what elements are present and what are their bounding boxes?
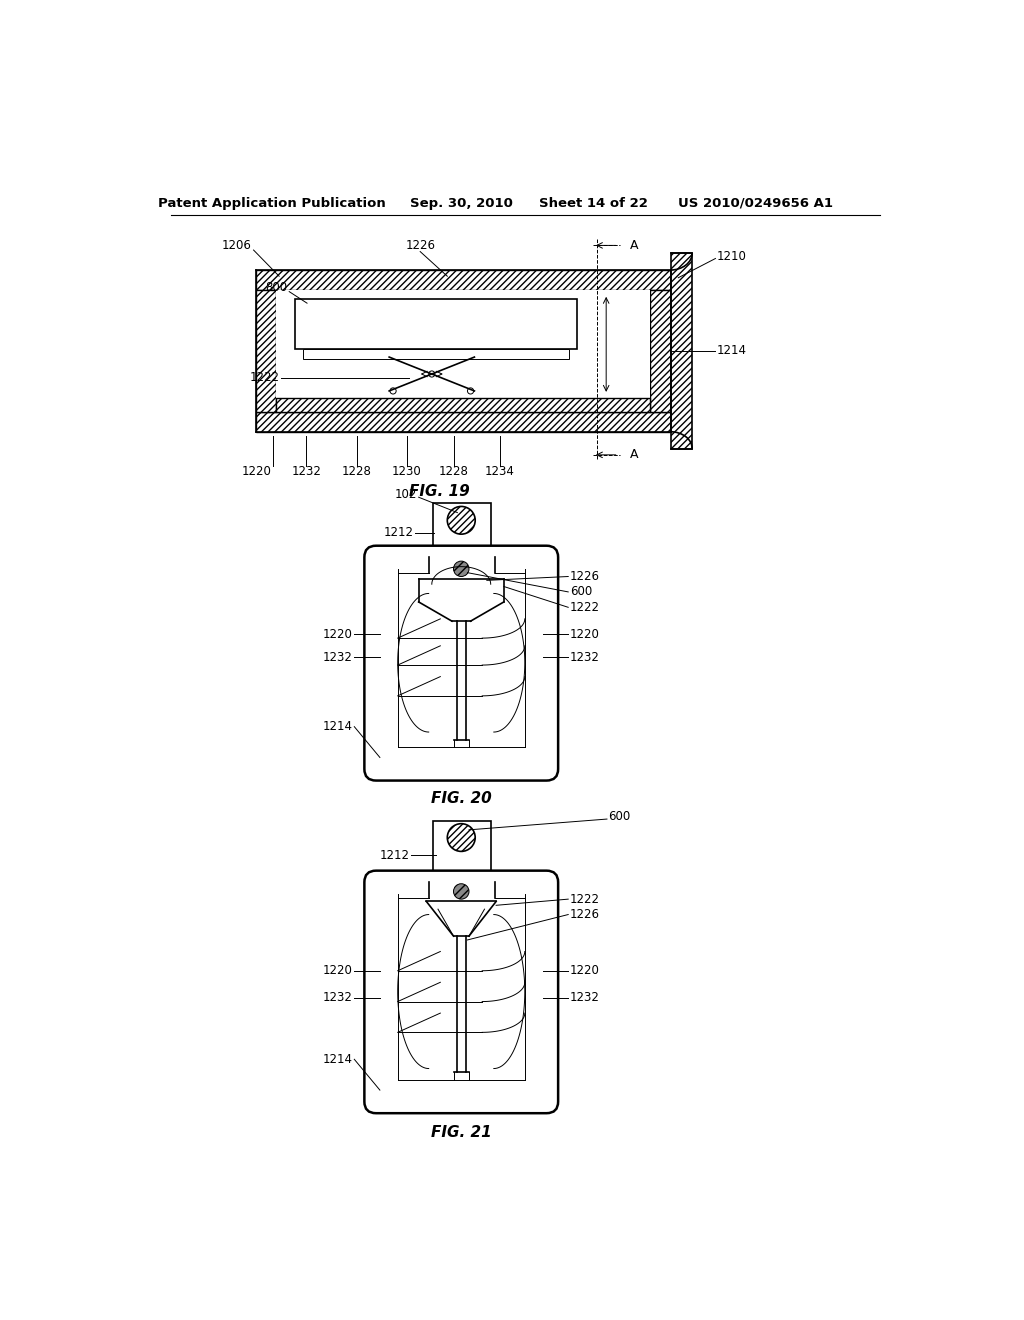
- Circle shape: [467, 388, 474, 395]
- Text: 1228: 1228: [438, 465, 468, 478]
- Bar: [432, 503, 490, 557]
- Text: 1214: 1214: [323, 1053, 352, 1065]
- Bar: [256, 290, 276, 412]
- Text: 1210: 1210: [717, 249, 746, 263]
- FancyBboxPatch shape: [365, 545, 558, 780]
- Bar: [432, 821, 490, 882]
- Text: 1226: 1226: [406, 239, 435, 252]
- Text: Sep. 30, 2010: Sep. 30, 2010: [410, 197, 513, 210]
- Text: 1220: 1220: [569, 964, 600, 977]
- Text: 1230: 1230: [392, 465, 422, 478]
- Text: 600: 600: [569, 585, 592, 598]
- Text: 1222: 1222: [569, 892, 600, 906]
- Text: 1232: 1232: [569, 651, 600, 664]
- Text: 1220: 1220: [323, 628, 352, 640]
- Text: 1232: 1232: [569, 991, 600, 1005]
- Bar: [376, 894, 397, 1090]
- Text: 1222: 1222: [569, 601, 600, 614]
- Text: 1206: 1206: [222, 239, 252, 252]
- Bar: [256, 412, 671, 432]
- Circle shape: [447, 824, 475, 851]
- Text: 1220: 1220: [569, 628, 600, 640]
- Text: 1228: 1228: [342, 465, 372, 478]
- Text: 1232: 1232: [323, 991, 352, 1005]
- Text: US 2010/0249656 A1: US 2010/0249656 A1: [678, 197, 834, 210]
- Text: 1222: 1222: [250, 371, 280, 384]
- Text: 600: 600: [608, 810, 631, 824]
- Text: 800: 800: [265, 281, 288, 294]
- Text: FIG. 19: FIG. 19: [410, 484, 470, 499]
- Circle shape: [454, 884, 469, 899]
- Text: 1232: 1232: [291, 465, 322, 478]
- Text: 1212: 1212: [383, 527, 414, 539]
- Text: 1212: 1212: [379, 849, 410, 862]
- Bar: [276, 397, 650, 412]
- Text: 1234: 1234: [485, 465, 515, 478]
- Circle shape: [447, 507, 475, 535]
- Bar: [376, 569, 397, 758]
- Circle shape: [454, 561, 469, 577]
- Text: 1220: 1220: [323, 964, 352, 977]
- Bar: [276, 290, 650, 412]
- Bar: [397, 747, 524, 770]
- Text: A: A: [630, 449, 638, 462]
- Bar: [650, 290, 671, 412]
- Circle shape: [429, 371, 435, 378]
- Text: 1214: 1214: [717, 345, 746, 358]
- Text: Patent Application Publication: Patent Application Publication: [158, 197, 385, 210]
- Bar: [524, 894, 547, 1090]
- Text: A: A: [630, 239, 638, 252]
- Text: 1226: 1226: [569, 570, 600, 583]
- Bar: [295, 300, 577, 350]
- Text: 1214: 1214: [323, 721, 352, 733]
- Bar: [524, 569, 547, 758]
- Bar: [256, 271, 671, 290]
- Text: FIG. 20: FIG. 20: [431, 791, 492, 805]
- Bar: [397, 1080, 524, 1102]
- Circle shape: [390, 388, 396, 395]
- Bar: [671, 253, 692, 449]
- Text: 102: 102: [394, 487, 417, 500]
- Text: 1226: 1226: [569, 908, 600, 921]
- FancyBboxPatch shape: [365, 871, 558, 1113]
- Text: Sheet 14 of 22: Sheet 14 of 22: [539, 197, 647, 210]
- Bar: [303, 350, 569, 359]
- Text: 1232: 1232: [323, 651, 352, 664]
- Text: FIG. 21: FIG. 21: [431, 1125, 492, 1140]
- Text: 1220: 1220: [242, 465, 271, 478]
